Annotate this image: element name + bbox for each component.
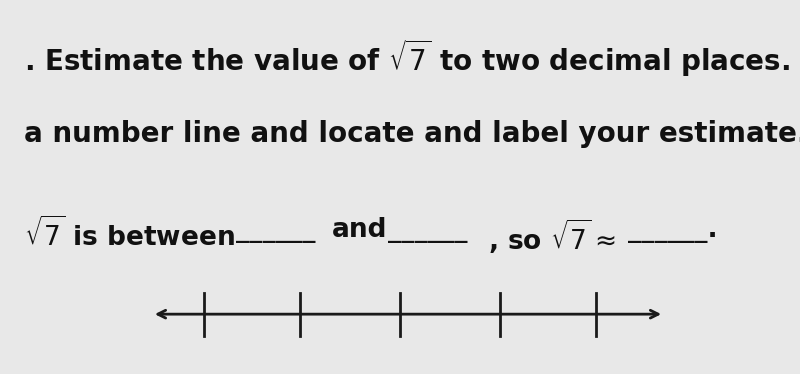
Text: ______.: ______.: [628, 217, 718, 243]
Text: ______: ______: [388, 217, 467, 243]
Text: ______: ______: [236, 217, 315, 243]
Text: . Estimate the value of $\sqrt{7}$ to two decimal places. Draw: . Estimate the value of $\sqrt{7}$ to tw…: [24, 37, 800, 79]
Text: and: and: [332, 217, 387, 243]
Text: , so $\sqrt{7}\approx$: , so $\sqrt{7}\approx$: [488, 217, 616, 255]
Text: $\sqrt{7}$ is between: $\sqrt{7}$ is between: [24, 217, 235, 252]
Text: a number line and locate and label your estimate.: a number line and locate and label your …: [24, 120, 800, 148]
